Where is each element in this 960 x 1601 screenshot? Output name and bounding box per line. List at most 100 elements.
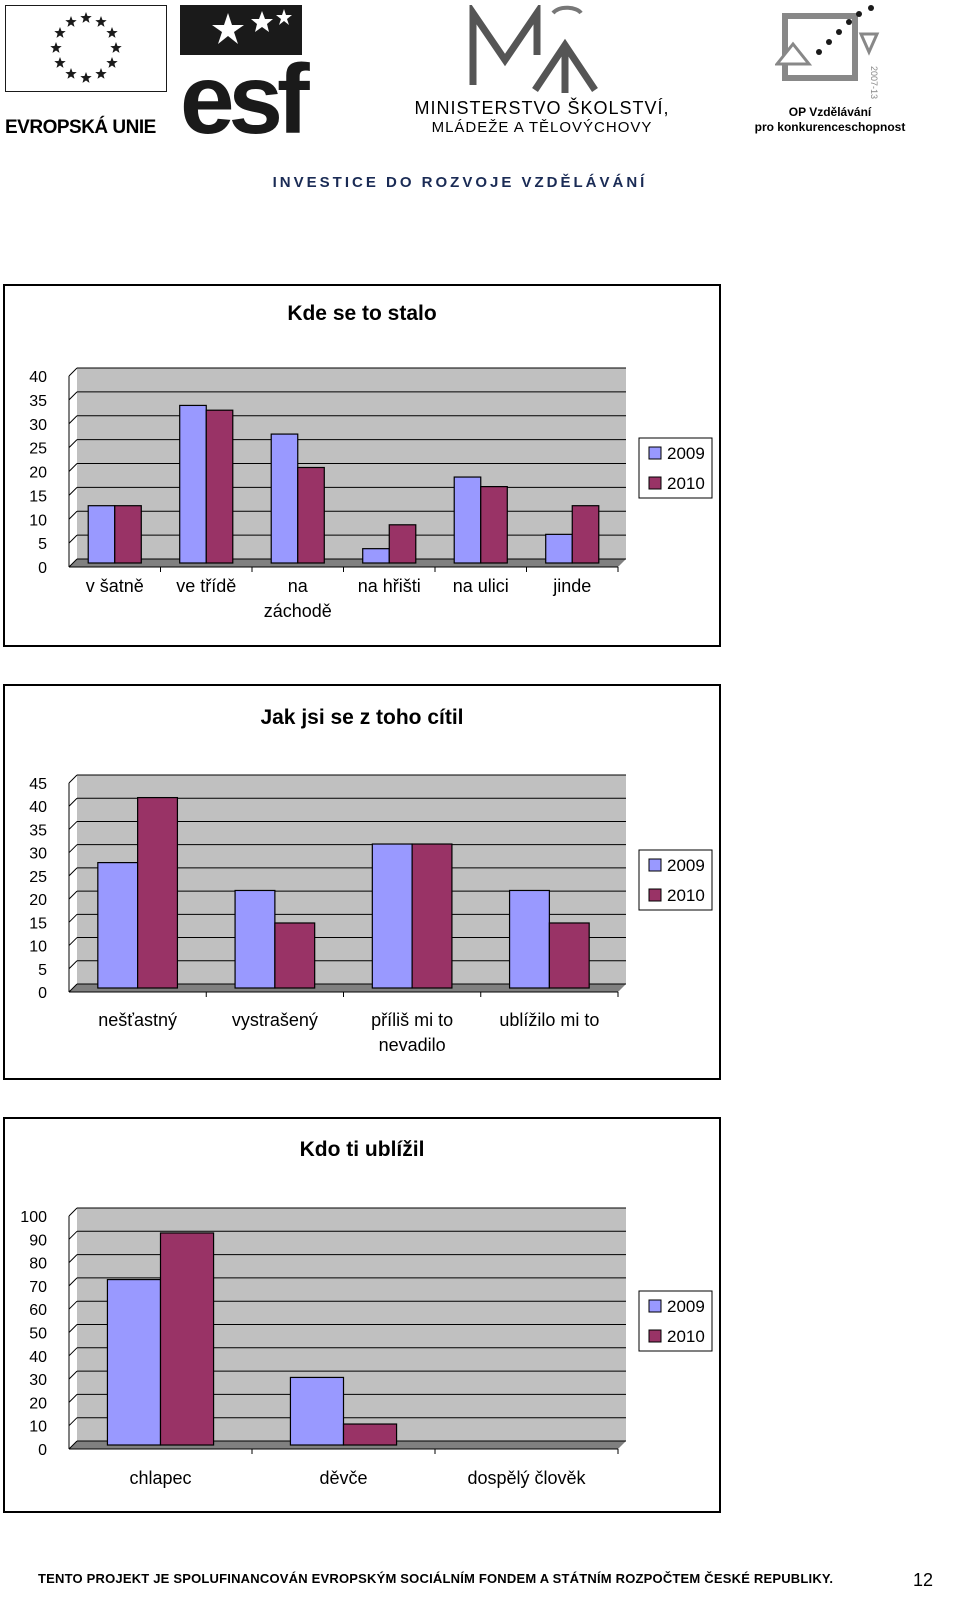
eu-star-icon xyxy=(54,57,66,68)
gridline-depth xyxy=(68,391,78,401)
y-tick-label: 80 xyxy=(29,1256,47,1273)
gridline-depth xyxy=(68,1417,78,1427)
gridline-depth xyxy=(68,774,78,784)
y-tick-label: 15 xyxy=(29,915,47,932)
bar xyxy=(270,433,299,564)
x-tick-label: jinde xyxy=(552,576,591,596)
chart-svg: Kdo ti ublížil 0 10 20 30 40 50 60 70 80 90 100 chla… xyxy=(20,1138,713,1488)
x-tick-label: nešťastný xyxy=(98,1010,177,1030)
gridline-depth xyxy=(68,844,78,854)
y-tick-label: 45 xyxy=(29,776,47,793)
x-tick-label: dospělý člověk xyxy=(467,1468,586,1488)
y-tick-label: 20 xyxy=(29,1395,47,1412)
gridline-depth xyxy=(68,960,78,970)
chart-svg: Kde se to stalo 0 5 10 15 20 25 30 35 40 v šatně ve… xyxy=(29,302,713,621)
x-tick-label: děvče xyxy=(319,1468,367,1488)
y-tick-label: 30 xyxy=(29,417,47,434)
bar xyxy=(480,486,508,564)
y-tick-label: 20 xyxy=(29,892,47,909)
msmt-name: MINISTERSTVO ŠKOLSTVÍ, MLÁDEŽE A TĚLOVÝC… xyxy=(392,98,692,138)
y-tick-label: 60 xyxy=(29,1302,47,1319)
chart-title: Kde se to stalo xyxy=(287,302,436,325)
bar xyxy=(453,476,482,564)
y-tick-label: 30 xyxy=(29,846,47,863)
y-tick-label: 25 xyxy=(29,441,47,458)
y-tick-label: 40 xyxy=(29,799,47,816)
op-line1: OP Vzdělávání xyxy=(788,105,872,119)
gridline-depth xyxy=(68,510,78,520)
legend-label: 2010 xyxy=(667,886,705,905)
y-tick-label: 0 xyxy=(38,1442,47,1459)
bar xyxy=(159,1232,215,1446)
eu-star-icon xyxy=(65,16,77,27)
gridline-depth xyxy=(68,415,78,425)
bar xyxy=(362,548,390,564)
y-tick-label: 0 xyxy=(38,985,47,1002)
eu-star-icon xyxy=(80,72,92,83)
bar xyxy=(388,524,417,564)
bar xyxy=(205,409,234,564)
gridline-depth xyxy=(68,1370,78,1380)
legend-swatch xyxy=(648,858,662,872)
msmt-line1: MINISTERSTVO ŠKOLSTVÍ, xyxy=(414,98,670,118)
y-tick-label: 5 xyxy=(38,536,47,553)
legend-swatch xyxy=(648,476,662,490)
bar xyxy=(342,1423,398,1446)
gridline-depth xyxy=(68,867,78,877)
eu-label: EVROPSKÁ UNIE xyxy=(5,117,156,138)
x-tick-label: ve třídě xyxy=(176,576,236,596)
eu-star-icon xyxy=(95,68,107,79)
eu-star-icon xyxy=(106,57,118,68)
bar xyxy=(106,1278,162,1446)
bar xyxy=(234,889,276,989)
eu-stars-icon xyxy=(50,12,122,83)
chart-jak-jsi-se-citil: Jak jsi se z toho cítil 0 5 10 15 20 25 30 35 40 4… xyxy=(3,684,721,1080)
gridline-depth xyxy=(68,983,78,993)
bar xyxy=(114,505,142,564)
y-tick-label: 35 xyxy=(29,393,47,410)
bar xyxy=(508,889,550,989)
chart-kde-se-to-stalo: Kde se to stalo 0 5 10 15 20 25 30 35 40 v šatně ve… xyxy=(3,284,721,647)
bar xyxy=(371,843,413,989)
bar xyxy=(137,796,179,989)
esf-star-icon xyxy=(212,13,244,44)
y-tick-label: 20 xyxy=(29,465,47,482)
bar xyxy=(548,922,590,989)
x-tick-label: na hřišti xyxy=(358,576,421,596)
bar xyxy=(545,533,573,564)
gridline-depth xyxy=(68,1277,78,1287)
gridline-depth xyxy=(68,1254,78,1263)
msmt-line2: MLÁDEŽE A TĚLOVÝCHOVY xyxy=(431,119,653,136)
legend-label: 2010 xyxy=(667,1327,705,1346)
legend-label: 2010 xyxy=(667,474,705,493)
legend-label: 2009 xyxy=(667,1297,705,1316)
bar xyxy=(97,862,139,989)
chart-title: Kdo ti ublížil xyxy=(300,1138,425,1161)
gridline-depth xyxy=(68,821,78,830)
y-tick-label: 10 xyxy=(29,1419,47,1436)
esf-logo: esf xyxy=(180,5,330,154)
page-number: 12 xyxy=(913,1570,934,1590)
gridline-depth xyxy=(68,367,78,377)
legend-swatch xyxy=(648,1299,662,1313)
y-tick-label: 30 xyxy=(29,1372,47,1389)
eu-star-icon xyxy=(106,27,118,38)
plot-floor xyxy=(69,559,626,567)
plot-floor xyxy=(69,984,626,992)
legend-label: 2009 xyxy=(667,444,705,463)
eu-star-icon xyxy=(54,27,66,38)
x-tick-label: příliš mi to xyxy=(371,1010,453,1030)
y-tick-label: 70 xyxy=(29,1279,47,1296)
y-tick-label: 100 xyxy=(20,1209,47,1226)
x-tick-label: vystrašený xyxy=(232,1010,318,1030)
op-line2: pro konkurenceschopnost xyxy=(754,120,906,134)
tagline: INVESTICE DO ROZVOJE VZDĚLÁVÁNÍ xyxy=(272,174,648,191)
gridline-depth xyxy=(68,1440,78,1450)
bar xyxy=(87,505,116,564)
gridline-depth xyxy=(68,1230,78,1240)
bar xyxy=(411,843,453,989)
y-tick-label: 25 xyxy=(29,869,47,886)
bar xyxy=(297,466,325,564)
y-tick-label: 35 xyxy=(29,822,47,839)
x-tick-label: na xyxy=(288,576,309,596)
